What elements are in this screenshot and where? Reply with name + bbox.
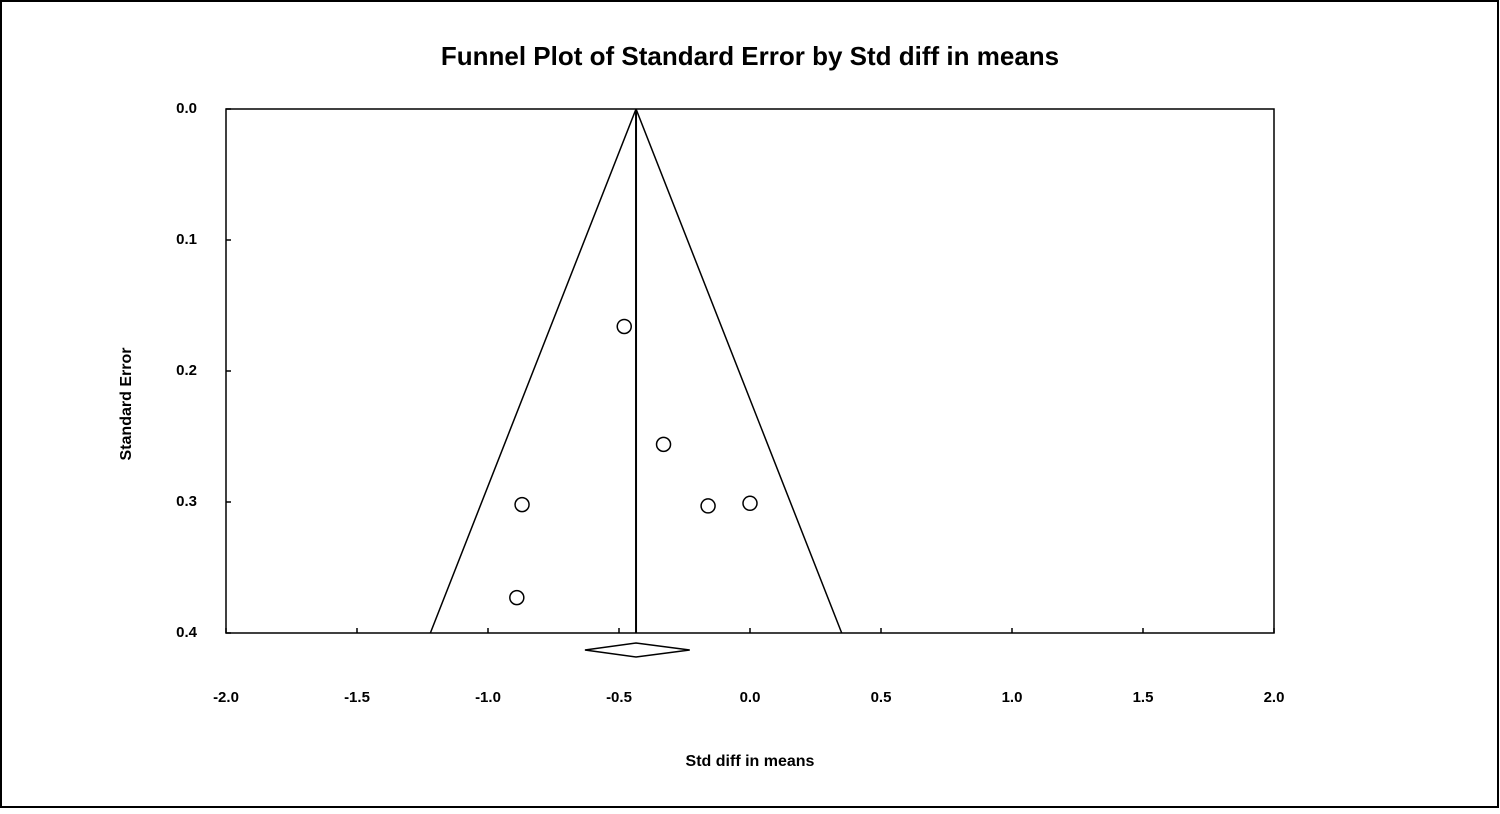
study-point bbox=[514, 496, 530, 513]
funnel-upper bbox=[635, 108, 843, 634]
y-axis-label: Standard Error bbox=[118, 348, 135, 461]
y-tick-label: 0.0 bbox=[176, 100, 197, 117]
y-tick-label: 0.3 bbox=[176, 493, 197, 510]
x-tick-label: -0.5 bbox=[606, 689, 632, 706]
y-tick-label: 0.2 bbox=[176, 362, 197, 379]
study-point bbox=[509, 589, 525, 606]
study-point bbox=[742, 495, 758, 512]
funnel-lower bbox=[429, 108, 637, 634]
x-tick-label: 0.5 bbox=[871, 689, 892, 706]
x-axis-label: Std diff in means bbox=[686, 753, 815, 770]
study-point bbox=[700, 498, 716, 514]
x-tick-label: 1.5 bbox=[1133, 689, 1154, 706]
x-tick-label: 2.0 bbox=[1264, 689, 1285, 706]
y-tick-label: 0.4 bbox=[176, 624, 198, 641]
study-point bbox=[655, 436, 672, 453]
chart-title: Funnel Plot of Standard Error by Std dif… bbox=[441, 41, 1059, 71]
x-tick-label: -2.0 bbox=[213, 689, 239, 706]
summary-diamond bbox=[584, 642, 690, 658]
x-tick-label: -1.0 bbox=[475, 689, 501, 706]
x-tick-label: -1.5 bbox=[344, 689, 370, 706]
y-tick-label: 0.1 bbox=[176, 231, 197, 248]
x-tick-label: 1.0 bbox=[1002, 689, 1023, 706]
x-tick-label: 0.0 bbox=[740, 689, 761, 706]
study-point bbox=[616, 318, 632, 335]
